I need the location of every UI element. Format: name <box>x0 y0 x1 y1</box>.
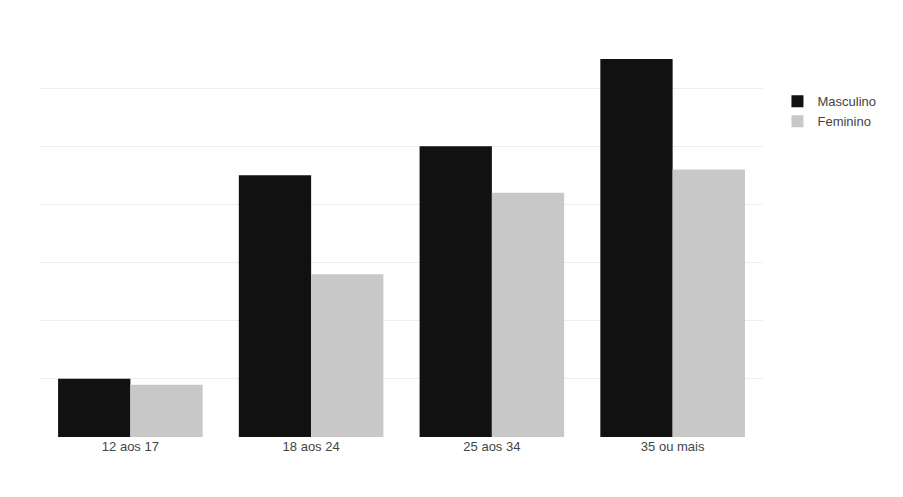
svg-text:Masculino: Masculino <box>817 94 876 109</box>
svg-text:18 aos 24: 18 aos 24 <box>283 439 340 454</box>
svg-text:25 aos 34: 25 aos 34 <box>463 439 520 454</box>
svg-text:35 ou mais: 35 ou mais <box>641 439 705 454</box>
svg-text:Feminino: Feminino <box>817 114 870 129</box>
svg-text:12 aos 17: 12 aos 17 <box>102 439 159 454</box>
